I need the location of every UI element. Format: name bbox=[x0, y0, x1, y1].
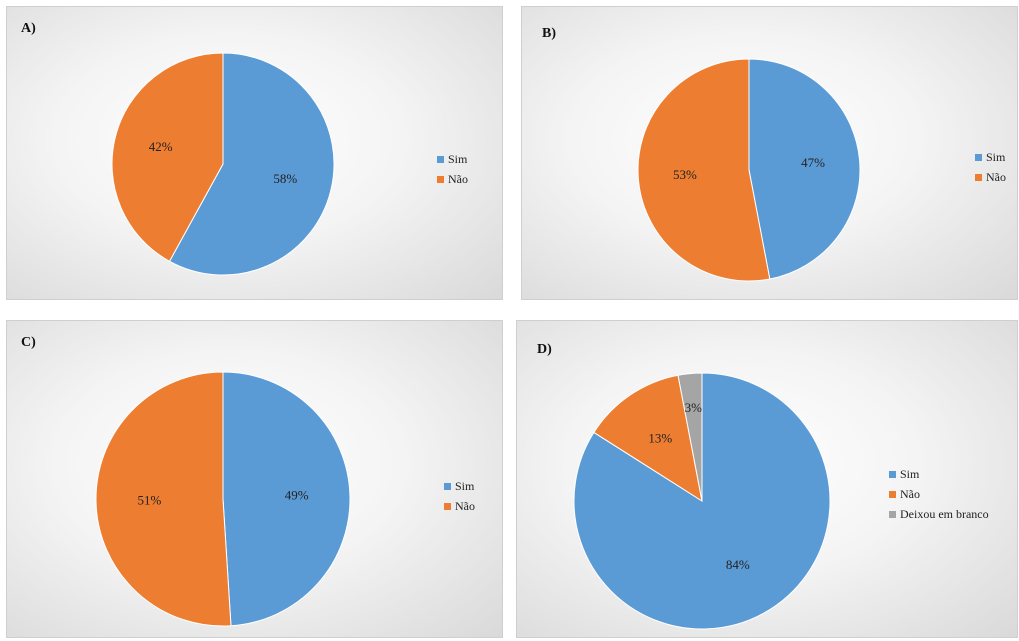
pie-chart: 47% 53% bbox=[637, 58, 861, 282]
legend-swatch bbox=[444, 482, 451, 490]
pie-slice-sim bbox=[222, 371, 351, 627]
slice-data-label: 51% bbox=[137, 492, 161, 507]
legend-item-nao: Não bbox=[889, 484, 989, 504]
slice-data-label: 42% bbox=[149, 139, 173, 154]
legend-item-nao: Não bbox=[975, 167, 1006, 187]
legend-item-deixou-em-branco: Deixou em branco bbox=[889, 504, 989, 524]
legend-label: Não bbox=[455, 498, 475, 513]
legend-swatch bbox=[889, 510, 896, 518]
legend-swatch bbox=[437, 155, 444, 163]
legend-label: Não bbox=[448, 171, 468, 186]
pie-slice-n-o bbox=[111, 52, 224, 262]
legend: Sim Não Deixou em branco bbox=[889, 464, 989, 524]
legend-item-sim: Sim bbox=[444, 476, 475, 496]
legend-label: Sim bbox=[986, 149, 1006, 164]
legend-swatch bbox=[444, 502, 451, 510]
panel-label: C) bbox=[21, 335, 36, 350]
legend-swatch bbox=[437, 175, 444, 183]
legend-item-nao: Não bbox=[444, 496, 475, 516]
legend-item-sim: Sim bbox=[889, 464, 989, 484]
slice-data-label: 53% bbox=[673, 167, 697, 182]
legend-label: Não bbox=[900, 486, 920, 501]
panel-label: B) bbox=[542, 26, 556, 41]
slice-data-label: 49% bbox=[285, 488, 309, 503]
legend: Sim Não bbox=[975, 147, 1006, 187]
pie-slice-n-o bbox=[637, 58, 771, 282]
pie-panel-c: C) 49% 51% Sim Não bbox=[6, 320, 503, 638]
legend-item-nao: Não bbox=[437, 169, 468, 189]
legend-swatch bbox=[889, 490, 896, 498]
pie-chart: 84% 13% 3% bbox=[573, 372, 831, 630]
legend-label: Sim bbox=[448, 151, 468, 166]
legend-item-sim: Sim bbox=[975, 147, 1006, 167]
slice-data-label: 47% bbox=[801, 155, 825, 170]
pie-slice-deixou-em-branco bbox=[677, 372, 703, 502]
slice-data-label: 58% bbox=[273, 171, 297, 186]
legend-swatch bbox=[889, 470, 896, 478]
legend-swatch bbox=[975, 153, 982, 161]
pie-chart: 49% 51% bbox=[95, 371, 351, 627]
legend-label: Sim bbox=[900, 466, 920, 481]
pie-panel-b: B) 47% 53% Sim Não bbox=[521, 6, 1018, 300]
legend-label: Não bbox=[986, 169, 1006, 184]
slice-data-label: 84% bbox=[726, 557, 750, 572]
pie-slice-n-o bbox=[593, 374, 703, 503]
legend-item-sim: Sim bbox=[437, 149, 468, 169]
panel-label: A) bbox=[21, 21, 36, 36]
pie-slice-n-o bbox=[95, 371, 232, 627]
pie-chart: 58% 42% bbox=[111, 52, 335, 276]
legend: Sim Não bbox=[437, 149, 468, 189]
pie-slice-sim bbox=[748, 58, 861, 280]
slice-data-label: 3% bbox=[685, 400, 703, 415]
pie-panel-d: D) 84% 13% 3% Sim Não Deixou em branco bbox=[516, 320, 1018, 638]
legend-swatch bbox=[975, 173, 982, 181]
pie-panel-a: A) 58% 42% Sim Não bbox=[6, 6, 503, 300]
panel-label: D) bbox=[537, 342, 552, 357]
legend-label: Sim bbox=[455, 478, 475, 493]
slice-data-label: 13% bbox=[648, 431, 672, 446]
legend-label: Deixou em branco bbox=[900, 506, 989, 521]
legend: Sim Não bbox=[444, 476, 475, 516]
pie-slice-sim bbox=[168, 52, 335, 276]
